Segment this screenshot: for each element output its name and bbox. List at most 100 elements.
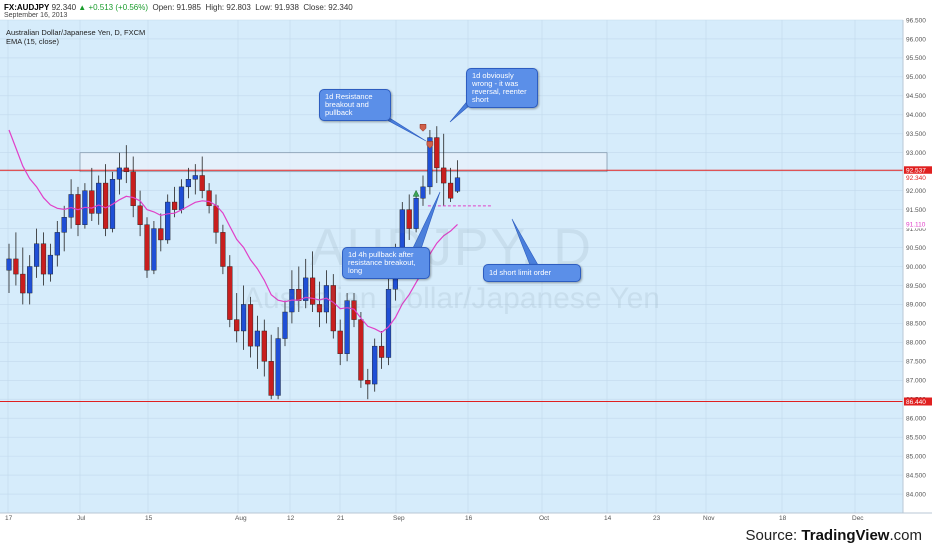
x-tick-label: Aug <box>235 515 247 522</box>
candle-body <box>102 182 109 229</box>
candle <box>247 296 254 358</box>
candle-body <box>254 330 261 347</box>
candle <box>6 243 12 294</box>
candle-body <box>385 289 392 358</box>
candle <box>316 281 323 328</box>
x-tick-label: 14 <box>604 515 612 522</box>
candle <box>310 251 316 313</box>
candle-body <box>247 304 254 347</box>
chart-legend-title[interactable]: Australian Dollar/Japanese Yen, D, FXCM <box>6 28 146 37</box>
candle <box>303 258 309 309</box>
y-tick-label: 88.000 <box>906 340 926 347</box>
candle <box>109 171 116 233</box>
candle-body <box>358 319 364 381</box>
y-tick-label: 87.500 <box>906 359 926 366</box>
candle <box>54 220 60 267</box>
source-credit[interactable]: Source: TradingView.com <box>746 527 922 544</box>
ema-legend[interactable]: EMA (15, close) <box>6 37 59 46</box>
y-tick-label: 84.000 <box>906 491 926 498</box>
annotation-limit[interactable]: 1d short limit order <box>483 264 581 282</box>
candle <box>275 327 281 400</box>
candle <box>158 213 164 252</box>
candle-body <box>34 243 40 267</box>
y-tick-label: 85.500 <box>906 434 926 441</box>
annotation-resistance[interactable]: 1d Resistance breakout and pullback <box>319 89 391 121</box>
candle <box>34 228 40 278</box>
candle <box>420 175 426 206</box>
x-tick-label: 21 <box>337 515 345 522</box>
candle-body <box>199 175 205 191</box>
candle <box>220 224 226 275</box>
x-tick-label: 23 <box>653 515 661 522</box>
candle-body <box>372 345 378 385</box>
candle-body <box>316 304 323 313</box>
annotation-pullback-text: 1d 4h pullback after resistance breakout… <box>348 250 416 275</box>
y-tick-label: 94.000 <box>906 112 926 119</box>
annotation-wrong[interactable]: 1d obviously wrong - it was reversal, re… <box>466 68 538 108</box>
candle-body <box>220 232 226 267</box>
candle-body <box>337 330 343 354</box>
candle-body <box>165 201 171 241</box>
candle <box>116 152 123 195</box>
x-tick-label: Sep <box>393 515 405 522</box>
candle-body <box>213 205 219 233</box>
candle-body <box>406 209 412 229</box>
source-suffix: .com <box>889 527 922 544</box>
y-tick-label: 87.000 <box>906 378 926 385</box>
y-tick-label: 96.500 <box>906 17 926 24</box>
price-chart[interactable]: 96.500 96.000 95.500 95.000 94.500 94.000 93.5… <box>0 0 932 523</box>
ema-value-tag: 91.110 <box>906 222 926 229</box>
source-prefix: Source: <box>745 527 802 544</box>
y-tick-label: 91.000 <box>906 226 926 233</box>
up-arrow-icon: ▲ <box>78 3 87 12</box>
candle-body <box>89 190 95 214</box>
candle <box>254 315 261 369</box>
y-tick-label: 89.500 <box>906 283 926 290</box>
candle-body <box>268 361 274 396</box>
close-value: 92.340 <box>328 3 353 12</box>
candle <box>102 164 109 237</box>
candle-body <box>54 232 60 256</box>
candle <box>192 164 198 195</box>
candle-body <box>178 186 185 210</box>
y-tick-label: 89.000 <box>906 302 926 309</box>
resistance-price-tag: 92.537 <box>906 168 926 175</box>
candle-body <box>234 319 240 332</box>
annotation-limit-text: 1d short limit order <box>489 268 552 277</box>
annotation-pullback[interactable]: 1d 4h pullback after resistance breakout… <box>342 247 430 279</box>
y-tick-label: 92.000 <box>906 188 926 195</box>
candle-body <box>261 330 267 362</box>
candle-body <box>303 277 309 301</box>
time-axis[interactable] <box>0 513 932 523</box>
y-tick-label: 95.000 <box>906 74 926 81</box>
candle-body <box>27 266 33 294</box>
candle <box>227 255 233 328</box>
candle-body <box>144 224 150 271</box>
header-bar: FX:AUDJPY 92.340 ▲ +0.513 (+0.56%) Open:… <box>0 0 932 20</box>
last-price-tag: 92.340 <box>906 175 926 182</box>
candle <box>185 167 192 199</box>
candle <box>448 167 454 203</box>
candle-body <box>427 137 433 188</box>
candle <box>358 312 364 388</box>
candle-body <box>448 182 454 199</box>
y-tick-label: 88.500 <box>906 321 926 328</box>
x-tick-label: 18 <box>779 515 787 522</box>
ema-value-tag-bg <box>904 220 932 229</box>
candle-body <box>13 258 19 275</box>
symbol-name[interactable]: FX:AUDJPY <box>4 3 50 12</box>
candle <box>165 194 171 244</box>
candle <box>441 133 447 206</box>
candle-body <box>96 182 102 214</box>
last-price-tag-bg <box>904 173 932 182</box>
candle <box>130 156 136 218</box>
resistance-price-tag-bg <box>904 166 932 175</box>
candle <box>268 334 274 400</box>
high-label: High: <box>205 3 225 12</box>
candle-body <box>192 175 198 180</box>
open-value: 91.985 <box>176 3 201 12</box>
annotation-wrong-text: 1d obviously wrong - it was reversal, re… <box>472 71 527 104</box>
candle <box>47 243 54 282</box>
candle-body <box>151 228 157 271</box>
price-axis[interactable] <box>903 20 932 513</box>
